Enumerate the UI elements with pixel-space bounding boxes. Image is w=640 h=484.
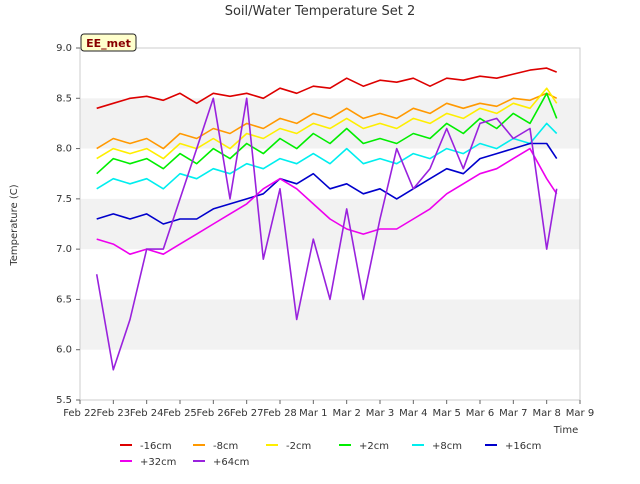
legend-label: -16cm: [140, 441, 172, 452]
x-tick-label: Mar 9: [566, 408, 594, 419]
y-tick-label: 6.0: [56, 345, 72, 356]
grid-band: [80, 299, 580, 350]
x-tick-label: Feb 23: [97, 408, 131, 419]
badge-label: EE_met: [86, 37, 131, 50]
y-axis-label: Temperature (C): [9, 184, 20, 266]
chart-title: Soil/Water Temperature Set 2: [225, 4, 416, 19]
x-tick-label: Feb 25: [163, 408, 197, 419]
badge-box: [80, 33, 137, 52]
y-tick-label: 5.5: [56, 395, 72, 406]
y-tick-label: 7.5: [56, 194, 72, 205]
y-tick-label: 8.0: [56, 144, 72, 155]
x-tick-label: Feb 27: [230, 408, 264, 419]
legend: -16cm -8cm -2cm +2cm +8cm +16cm +32cm +64cm: [120, 441, 541, 468]
badge: EE_met: [80, 33, 137, 52]
legend-label: +32cm: [140, 457, 176, 468]
series-line-+64cm: [95, 97, 558, 371]
x-tick-label: Mar 3: [366, 408, 394, 419]
legend-label: +64cm: [213, 457, 249, 468]
legend-label: -2cm: [286, 441, 311, 452]
legend-label: +2cm: [359, 441, 389, 452]
x-tick-label: Feb 24: [130, 408, 164, 419]
x-tick-label: Feb 22: [63, 408, 97, 419]
series-line-+32cm: [96, 147, 558, 255]
grid-band: [80, 98, 580, 149]
legend-label: -8cm: [213, 441, 238, 452]
series-line--16cm: [96, 67, 557, 110]
x-tick-label: Mar 5: [432, 408, 460, 419]
plot-area-border: [79, 47, 581, 401]
x-tick-label: Mar 4: [399, 408, 427, 419]
y-tick-label: 7.0: [56, 244, 72, 255]
legend-label: +16cm: [505, 441, 541, 452]
grid-band: [80, 198, 580, 250]
x-tick-label: Mar 1: [299, 408, 327, 419]
x-tick-label: Mar 8: [532, 408, 560, 419]
series-line-+16cm: [96, 142, 558, 225]
y-tick-label: 6.5: [56, 294, 72, 305]
series-line--2cm: [96, 87, 558, 160]
x-tick-label: Feb 26: [197, 408, 231, 419]
y-tick-label: 9.0: [56, 43, 72, 54]
x-tick-label: Mar 2: [332, 408, 360, 419]
x-tick-label: Mar 6: [466, 408, 494, 419]
x-axis-label: Time: [553, 425, 578, 436]
series-line--8cm: [96, 92, 558, 150]
series-line-+8cm: [96, 122, 558, 190]
x-tick-label: Feb 28: [263, 408, 297, 419]
legend-label: +8cm: [432, 441, 462, 452]
x-tick-label: Mar 7: [499, 408, 527, 419]
y-tick-label: 8.5: [56, 93, 72, 104]
